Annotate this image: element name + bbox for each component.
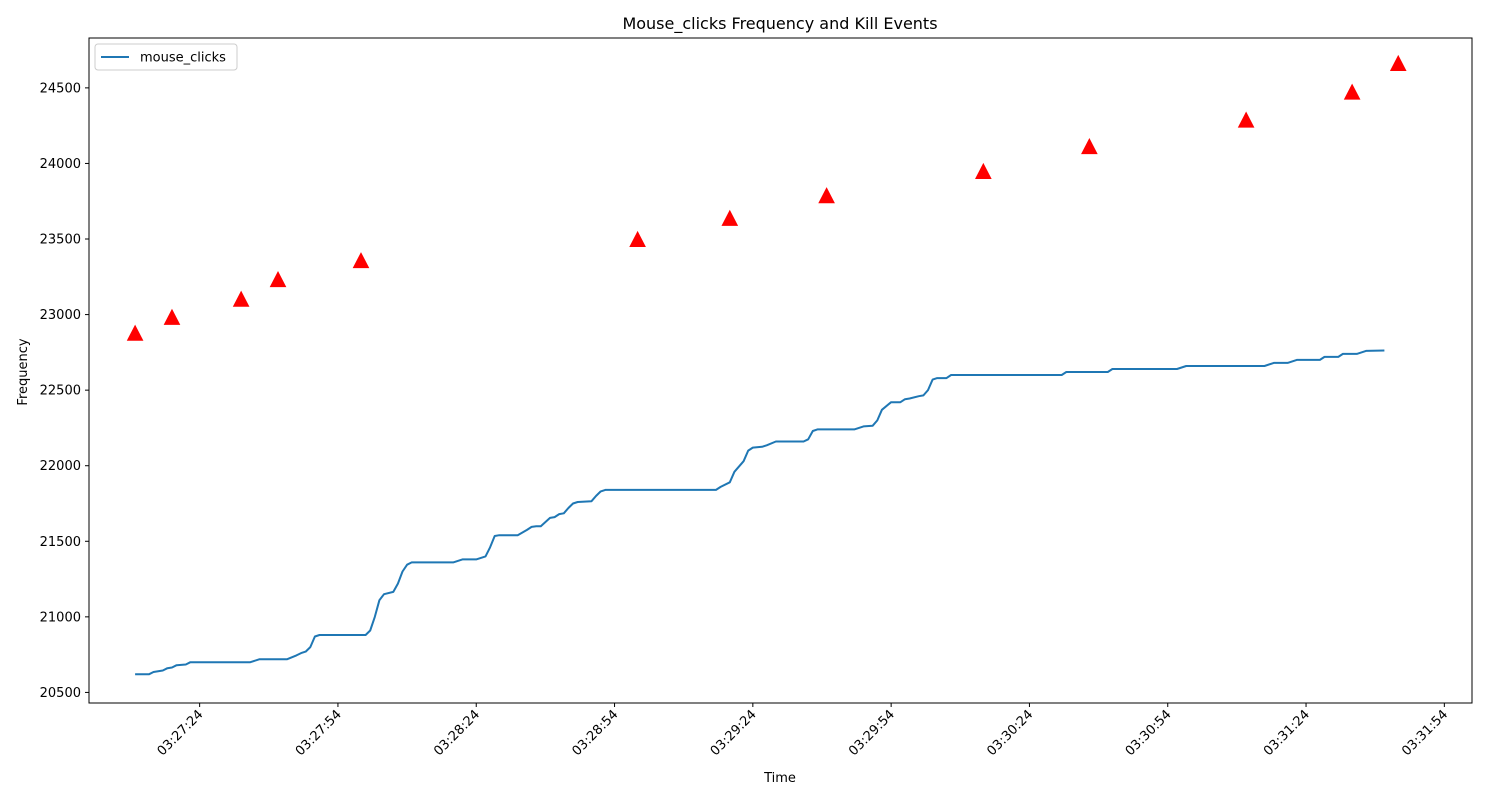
axes-frame [88, 37, 1473, 704]
kill-event-marker [126, 324, 144, 341]
kill-event-marker [1343, 83, 1361, 100]
kill-event-marker [269, 270, 287, 288]
kill-event-marker [1081, 137, 1098, 155]
kill-event-marker [1237, 111, 1255, 128]
kill-event-marker [818, 187, 835, 204]
kill-event-marker [721, 209, 739, 226]
legend-label-mouse-clicks: mouse_clicks [140, 51, 226, 66]
y-tick-label: 23500 [40, 233, 81, 248]
kill-event-marker [352, 252, 370, 269]
kill-event-marker [975, 162, 992, 180]
kill-event-marker [1389, 54, 1407, 71]
chart-title: Mouse_clicks Frequency and Kill Events [622, 14, 937, 34]
y-tick-label: 23000 [40, 308, 81, 323]
y-tick-label: 20500 [40, 686, 81, 701]
legend-box [94, 43, 238, 71]
y-tick-label: 24500 [40, 81, 81, 96]
kill-event-marker [163, 308, 181, 325]
series-line-mouse-clicks [135, 349, 1385, 676]
y-tick-label: 22000 [40, 459, 81, 474]
y-axis-label: Frequency [16, 338, 31, 405]
y-tick-label: 21000 [40, 610, 81, 625]
legend: mouse_clicks [94, 43, 238, 71]
x-axis-label: Time [763, 771, 796, 786]
y-tick-label: 21500 [40, 535, 81, 550]
kill-event-marker [629, 230, 646, 248]
y-tick-label: 22500 [40, 384, 81, 399]
y-tick-label: 24000 [40, 157, 81, 172]
kill-event-marker [232, 290, 250, 307]
